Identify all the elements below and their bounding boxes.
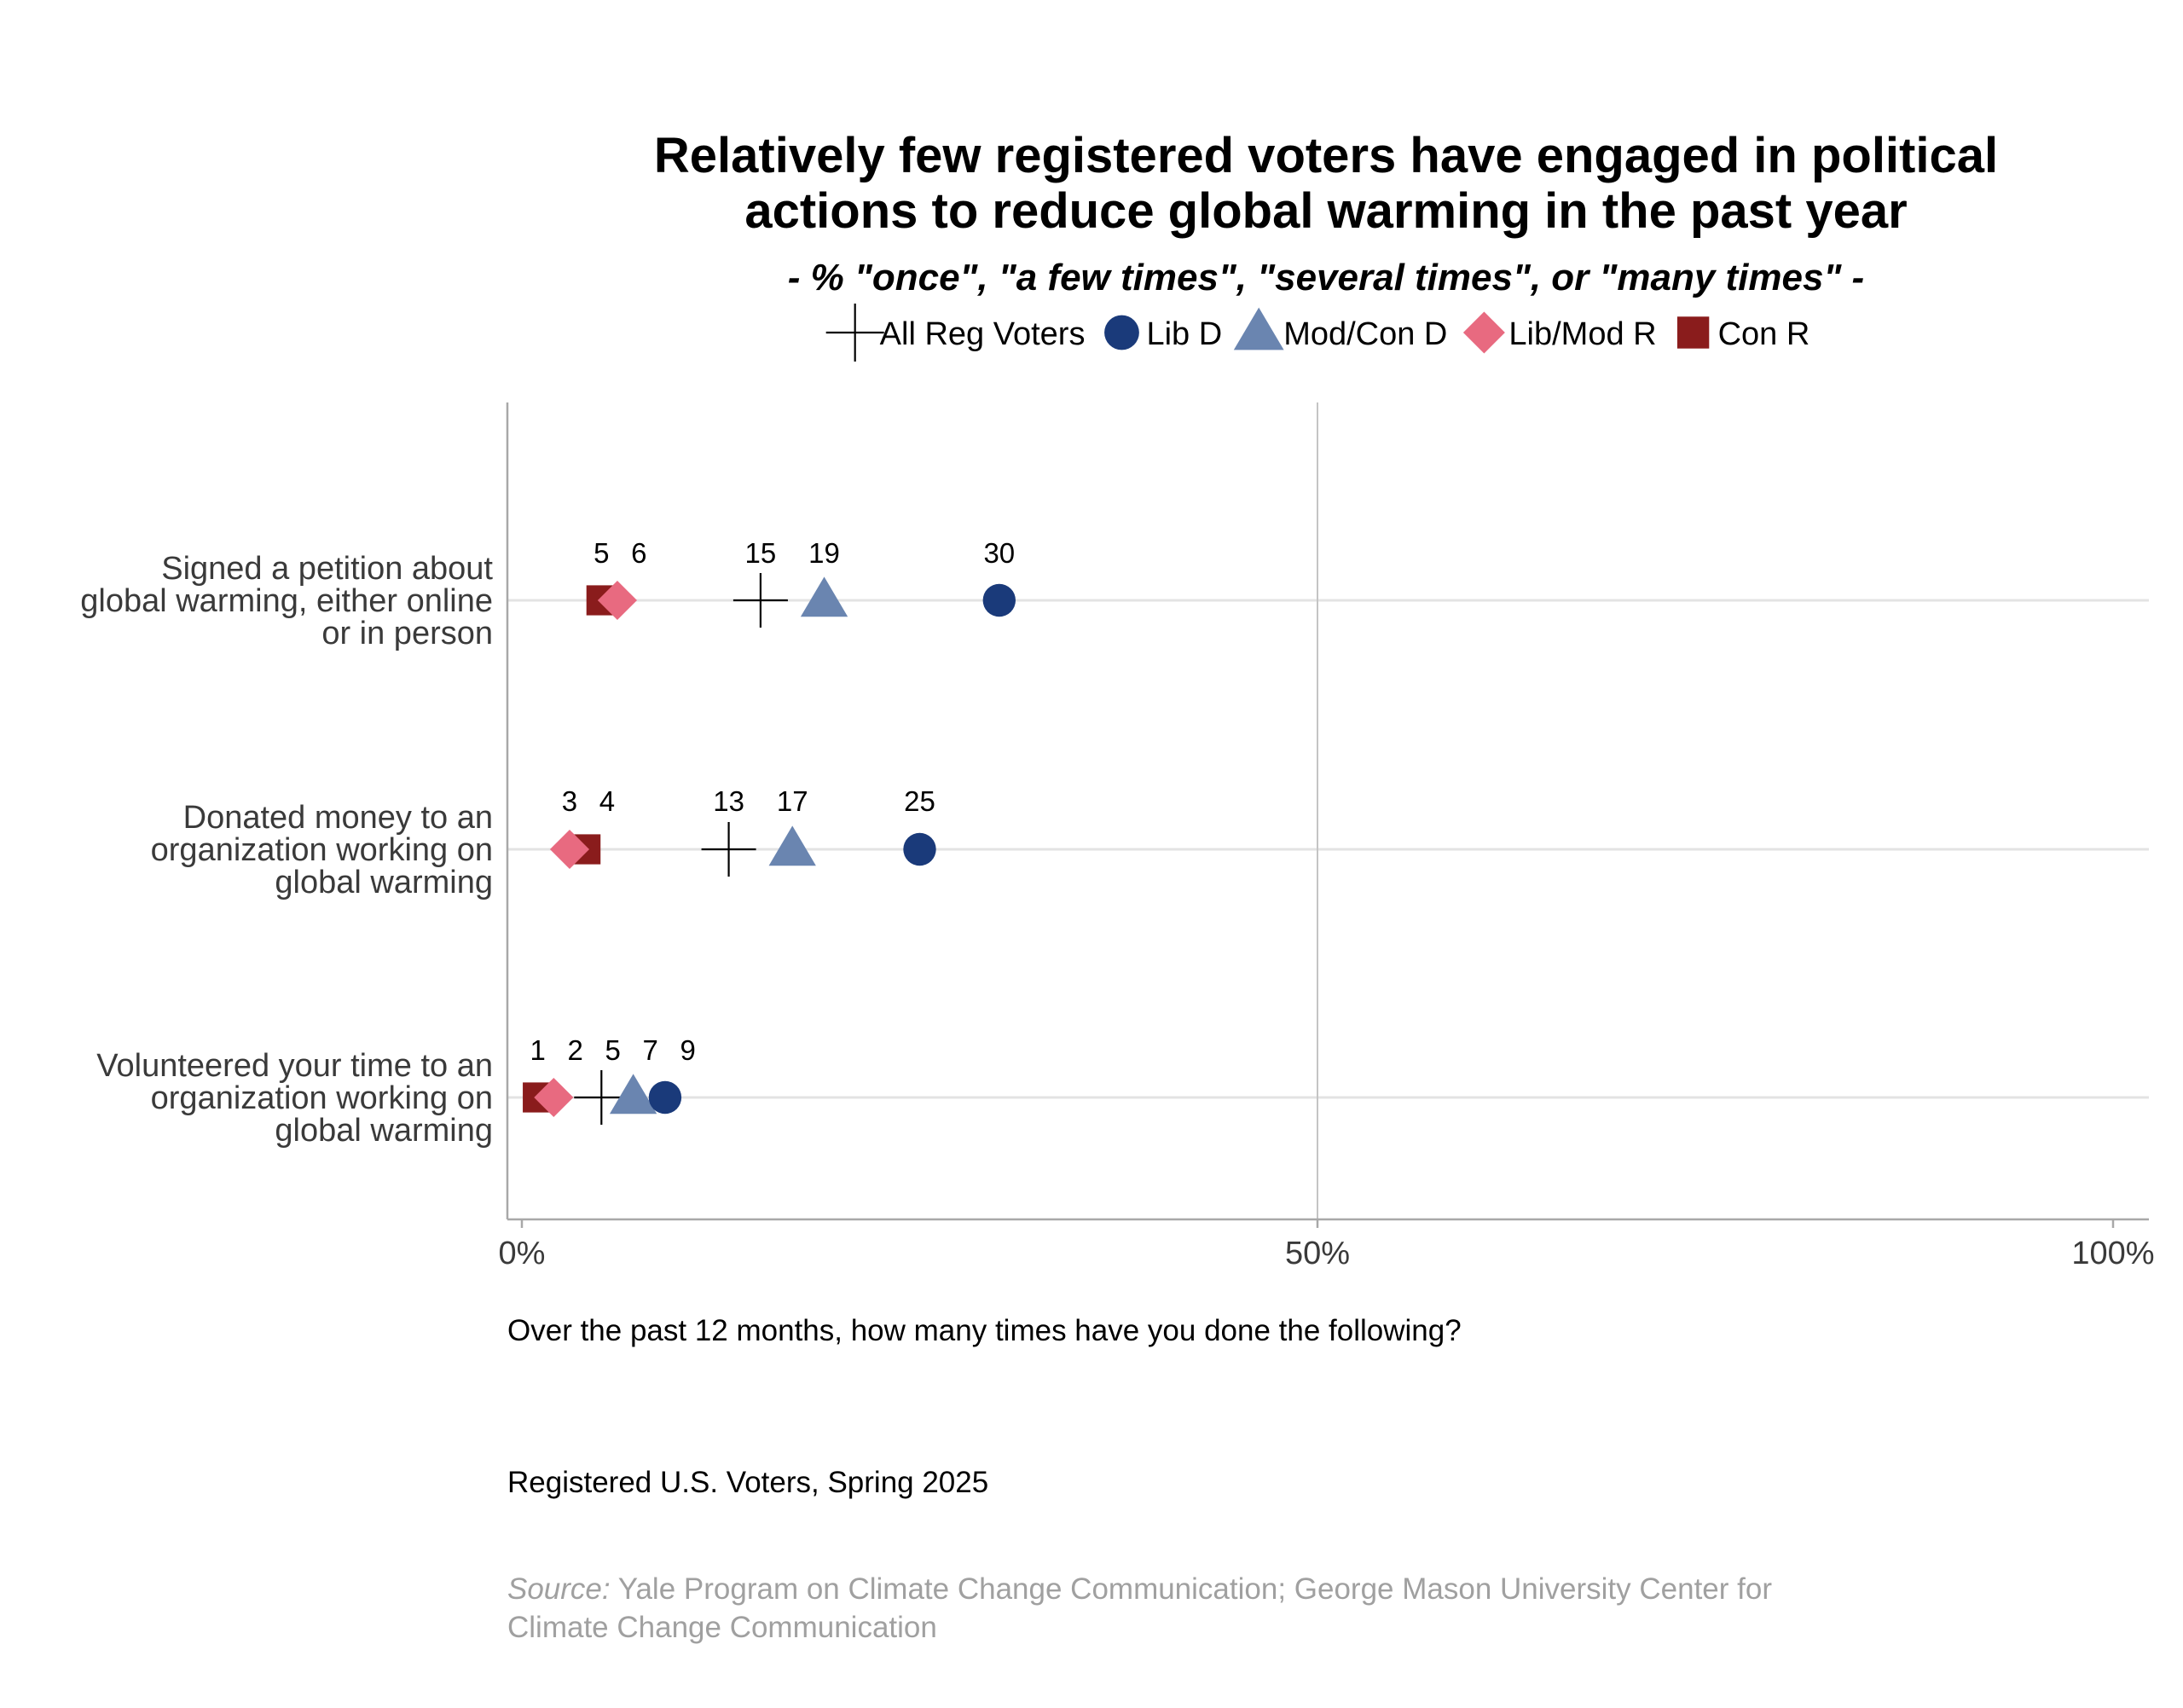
legend-item: Con R bbox=[1676, 316, 1810, 352]
x-tick-label: 0% bbox=[499, 1236, 546, 1271]
legend-label: Lib D bbox=[1146, 316, 1222, 352]
legend-item: Lib/Mod R bbox=[1462, 311, 1657, 354]
data-label: 25 bbox=[904, 785, 935, 817]
point-cross bbox=[732, 573, 788, 628]
x-tick-labels: 0% 50% 100% bbox=[499, 1236, 2155, 1271]
legend-marker-square bbox=[1676, 316, 1710, 349]
category-label: Donated money to an organization working … bbox=[151, 800, 493, 900]
legend-marker-cross bbox=[825, 304, 884, 362]
point-circle bbox=[648, 1080, 682, 1115]
point-diamond bbox=[549, 829, 590, 870]
data-label: 4 bbox=[599, 785, 615, 817]
source-text: Yale Program on Climate Change Communica… bbox=[611, 1572, 1773, 1606]
category-label: Volunteered your time to an organization … bbox=[96, 1048, 493, 1149]
data-label: 17 bbox=[777, 785, 808, 817]
gridlines bbox=[507, 402, 2149, 1219]
category-labels: Signed a petition about global warming, e… bbox=[80, 551, 493, 1149]
data-label: 5 bbox=[605, 1034, 620, 1066]
x-tick-label: 100% bbox=[2071, 1236, 2154, 1271]
chart-title-line-2: actions to reduce global warming in the … bbox=[744, 183, 1907, 239]
question-caption: Over the past 12 months, how many times … bbox=[507, 1314, 1462, 1347]
legend-label: Mod/Con D bbox=[1283, 316, 1447, 352]
data-label: 15 bbox=[745, 537, 777, 569]
point-diamond bbox=[534, 1077, 574, 1118]
legend-label: All Reg Voters bbox=[880, 316, 1086, 352]
data-label: 6 bbox=[631, 537, 646, 569]
point-circle bbox=[982, 583, 1016, 617]
point-circle bbox=[903, 832, 936, 866]
legend-item: All Reg Voters bbox=[825, 304, 1086, 362]
data-label: 19 bbox=[808, 537, 840, 569]
axes bbox=[506, 402, 2149, 1228]
data-label: 13 bbox=[713, 785, 744, 817]
population-caption: Registered U.S. Voters, Spring 2025 bbox=[507, 1466, 988, 1499]
data-labels: 5 6 15 19 303 4 13 17 251 2 5 7 9 bbox=[530, 537, 1015, 1066]
data-label: 3 bbox=[562, 785, 577, 817]
source-caption-line-2: Climate Change Communication bbox=[507, 1611, 937, 1644]
chart-title: Relatively few registered voters have en… bbox=[654, 128, 1998, 239]
chart-subtitle: - % "once", "a few times", "several time… bbox=[788, 257, 1864, 298]
legend-marker-diamond bbox=[1462, 311, 1505, 354]
chart-title-line-1: Relatively few registered voters have en… bbox=[654, 128, 1998, 183]
data-points bbox=[523, 573, 1016, 1125]
x-tick-label: 50% bbox=[1285, 1236, 1350, 1271]
legend-marker-circle bbox=[1104, 315, 1139, 350]
data-label: 7 bbox=[642, 1034, 657, 1066]
data-label: 5 bbox=[594, 537, 609, 569]
data-label: 9 bbox=[680, 1034, 695, 1066]
data-label: 30 bbox=[983, 537, 1015, 569]
legend-marker-triangle bbox=[1233, 307, 1284, 350]
point-diamond bbox=[597, 580, 637, 621]
category-label: Signed a petition about global warming, e… bbox=[80, 551, 493, 651]
source-prefix: Source: bbox=[507, 1572, 611, 1606]
point-triangle bbox=[609, 1074, 657, 1115]
legend-label: Lib/Mod R bbox=[1508, 316, 1656, 352]
data-label: 2 bbox=[567, 1034, 582, 1066]
data-label: 1 bbox=[530, 1034, 545, 1066]
legend-label: Con R bbox=[1718, 316, 1810, 352]
legend-item: Mod/Con D bbox=[1233, 307, 1447, 352]
source-caption-line-1: Source: Yale Program on Climate Change C… bbox=[507, 1572, 1772, 1606]
point-cross bbox=[701, 822, 756, 877]
legend-item: Lib D bbox=[1104, 315, 1222, 352]
point-triangle bbox=[800, 576, 848, 617]
point-triangle bbox=[768, 825, 816, 866]
legend: All Reg Voters Lib D Mod/Con D Lib/Mod R Con… bbox=[825, 304, 1810, 362]
